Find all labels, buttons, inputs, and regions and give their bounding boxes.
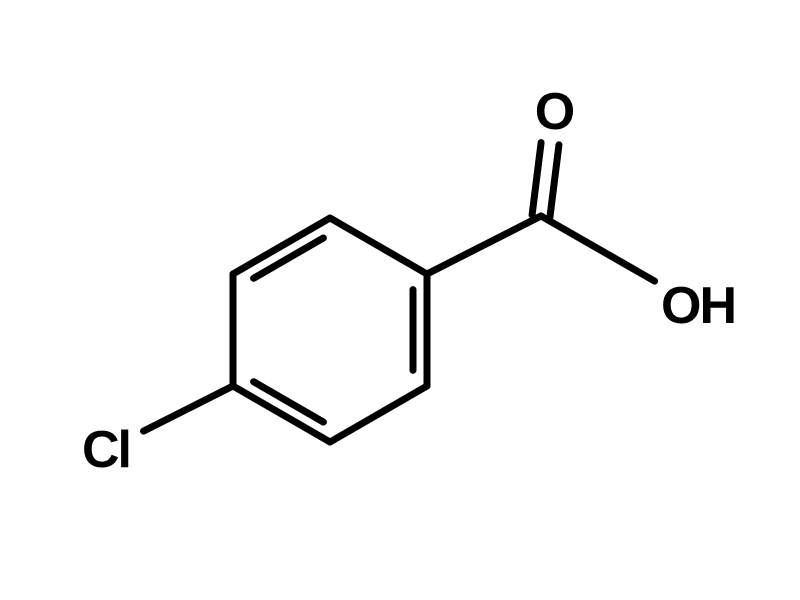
chlorine-atom-label: Cl xyxy=(82,420,130,480)
hydroxyl-atom-label: OH xyxy=(661,276,735,336)
oxygen-double-atom-label: O xyxy=(535,82,573,142)
molecule-canvas: Cl O OH xyxy=(0,0,800,600)
